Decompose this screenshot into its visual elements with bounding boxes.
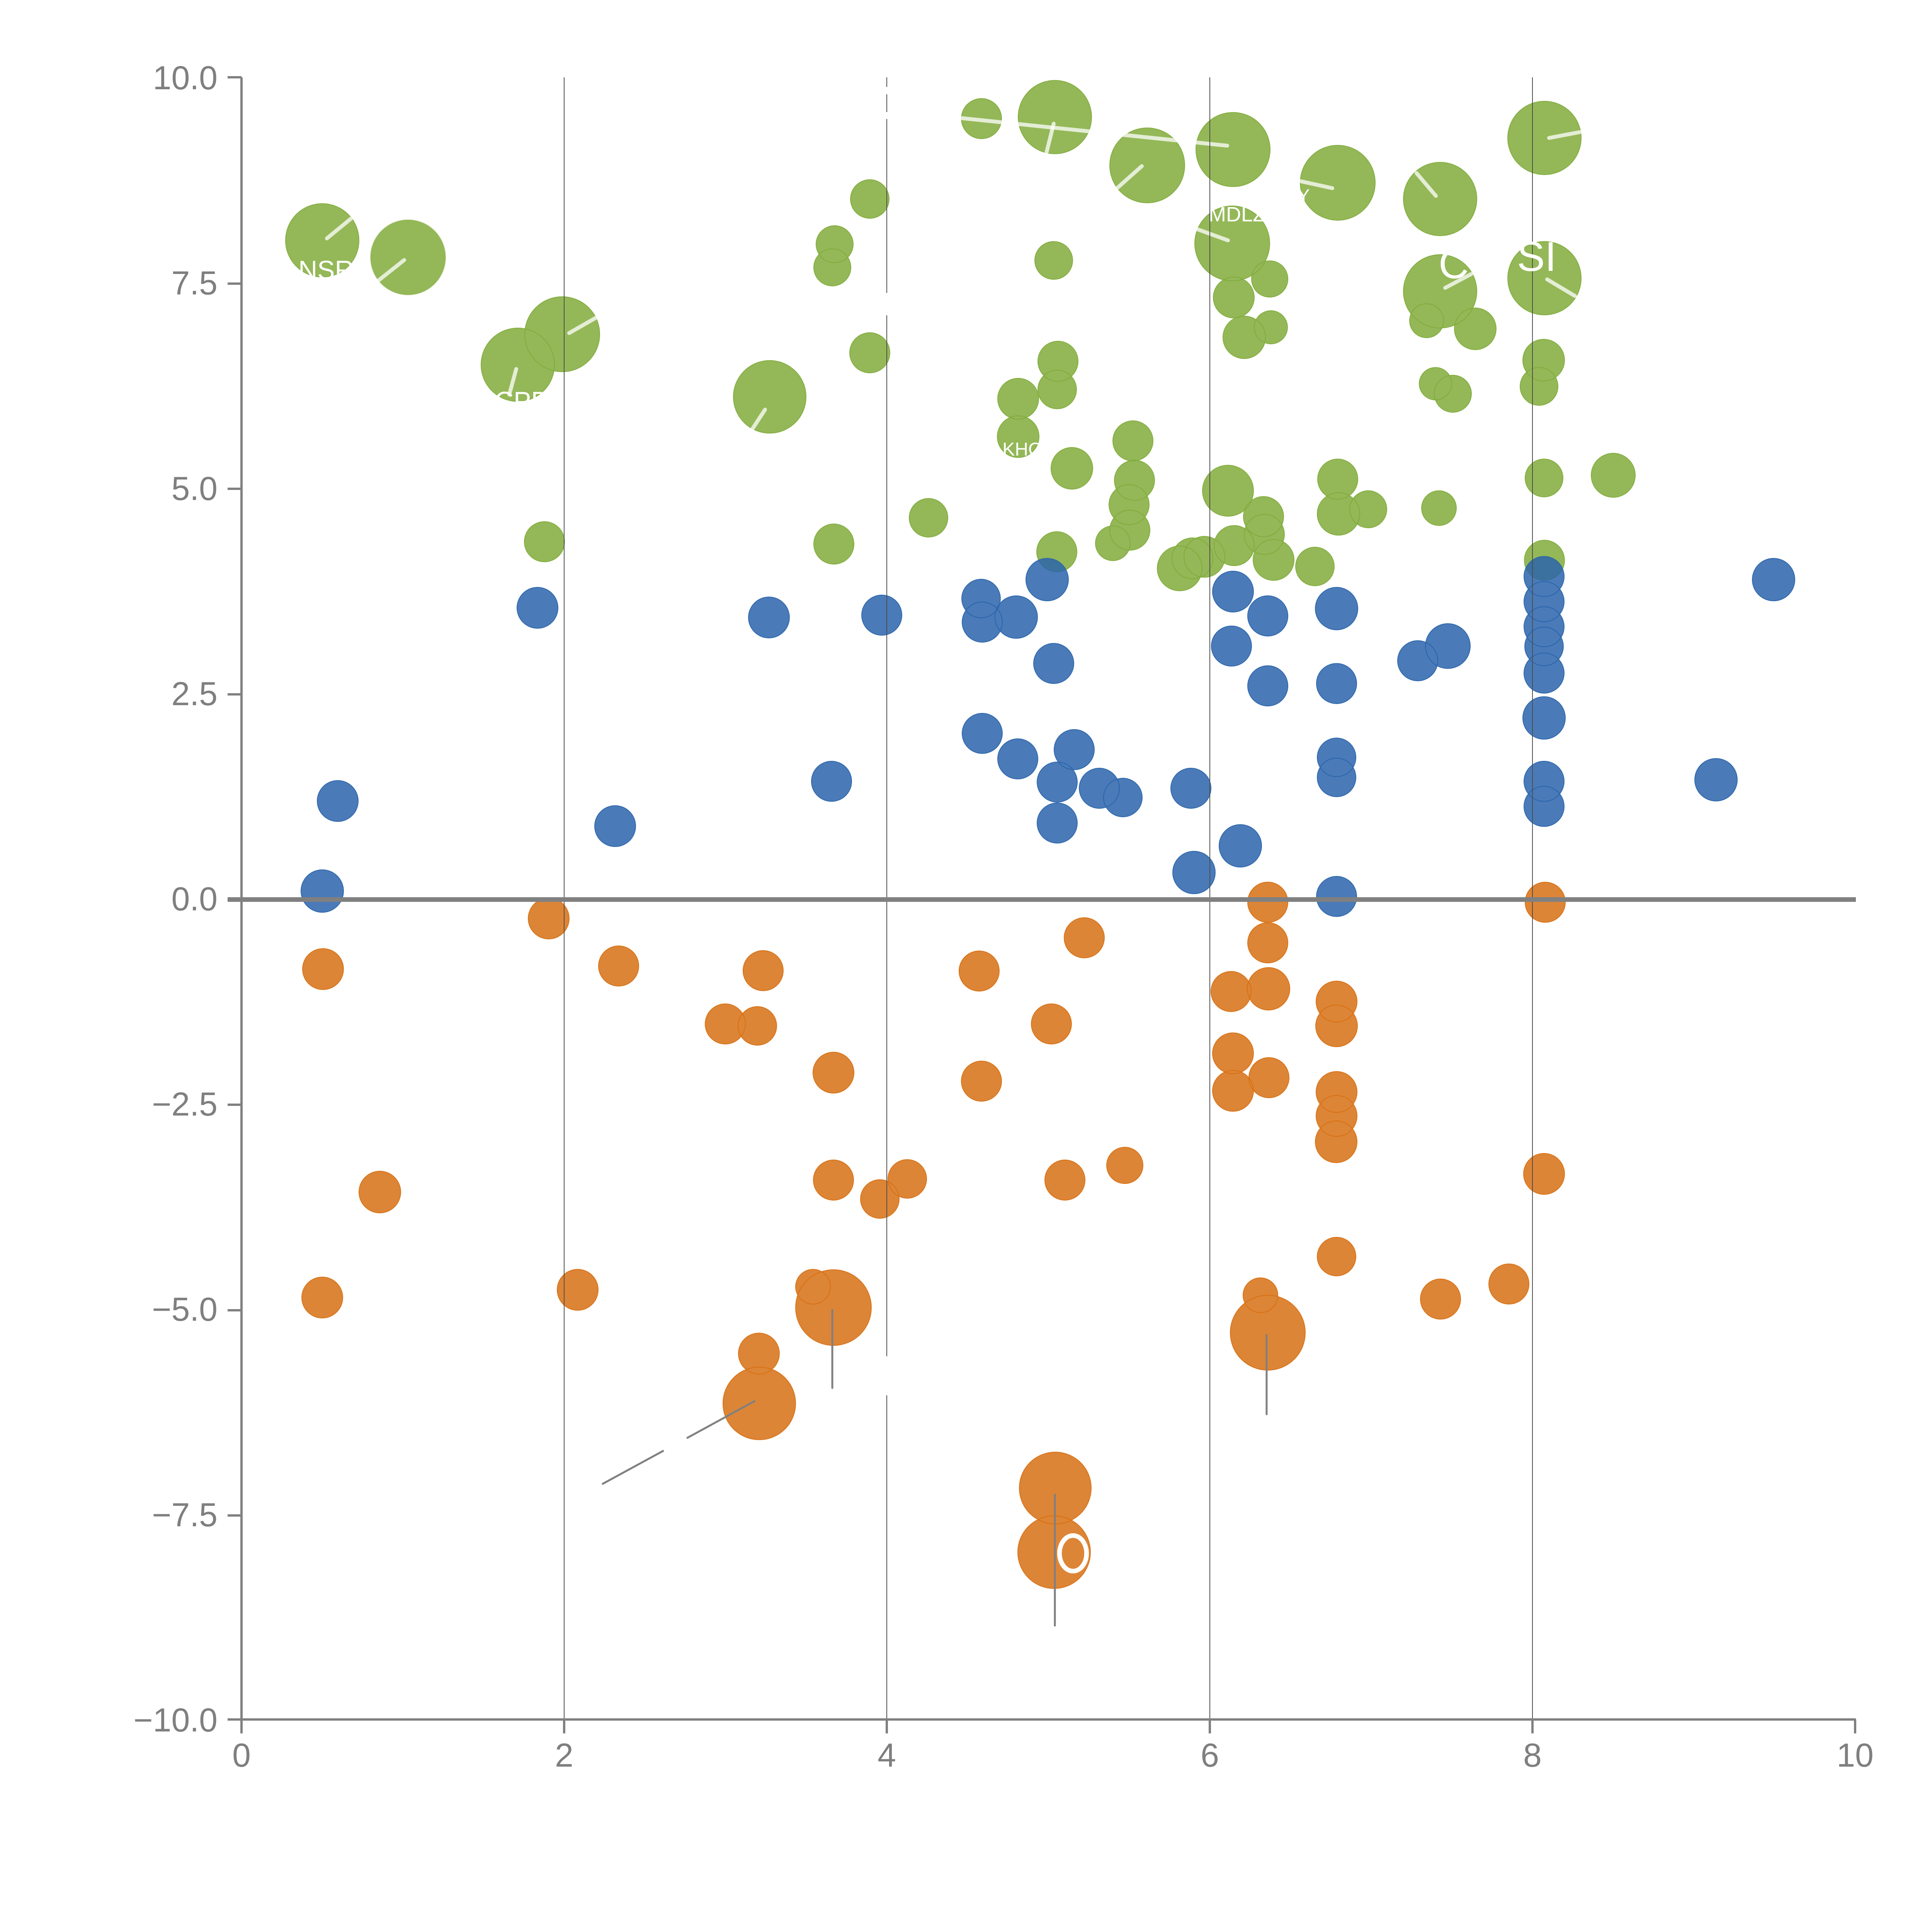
svg-text:−2.5: −2.5 [152, 1086, 218, 1123]
svg-text:−7.5: −7.5 [152, 1497, 218, 1534]
svg-text:MDLZ: MDLZ [1209, 203, 1265, 226]
svg-text:0: 0 [232, 1737, 251, 1774]
svg-text:5.0: 5.0 [171, 470, 218, 507]
svg-text:C: C [1439, 240, 1469, 287]
svg-text:4: 4 [878, 1737, 896, 1774]
svg-text:−5.0: −5.0 [152, 1291, 218, 1328]
svg-text:Y: Y [1298, 185, 1310, 206]
svg-text:6: 6 [1201, 1737, 1219, 1774]
svg-text:8: 8 [1523, 1737, 1542, 1774]
svg-text:CPB: CPB [495, 386, 549, 416]
svg-text:SI: SI [1517, 233, 1556, 280]
svg-text:KHC: KHC [1002, 439, 1041, 460]
svg-text:0.0: 0.0 [171, 881, 218, 918]
svg-text:−10.0: −10.0 [133, 1702, 218, 1739]
svg-text:7.5: 7.5 [171, 265, 218, 302]
svg-text:2.5: 2.5 [171, 675, 218, 713]
svg-text:10: 10 [1837, 1737, 1874, 1774]
svg-text:2: 2 [555, 1737, 573, 1774]
svg-text:10.0: 10.0 [153, 60, 218, 97]
